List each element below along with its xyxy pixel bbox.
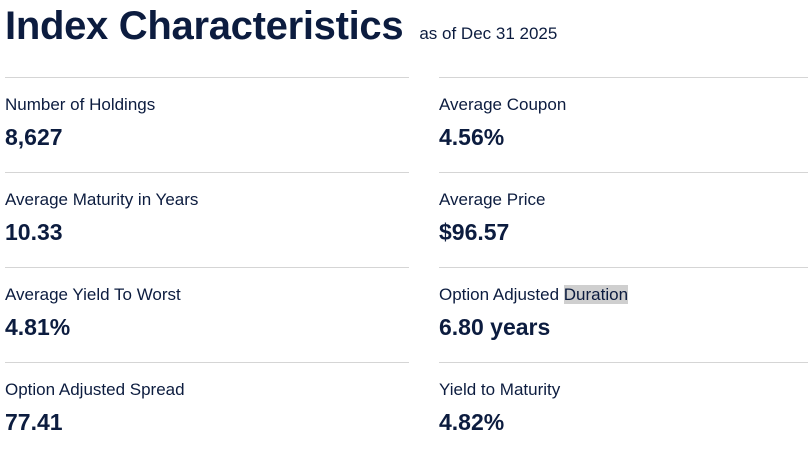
characteristic-value: 6.80 years (439, 314, 551, 340)
characteristic-value: 4.56% (439, 124, 505, 150)
characteristic-label: Average Maturity in Years (5, 190, 199, 209)
characteristic-number-of-holdings: Number of Holdings 8,627 (5, 77, 409, 172)
characteristic-value: 8,627 (5, 124, 63, 150)
characteristic-label: Option Adjusted Duration (439, 284, 629, 306)
characteristics-column-right: Average Coupon 4.56% Average Price $96.5… (439, 77, 808, 457)
characteristic-option-adjusted-spread: Option Adjusted Spread 77.41 (5, 362, 409, 457)
characteristic-value: 4.82% (439, 409, 505, 435)
characteristic-yield-to-maturity: Yield to Maturity 4.82% (439, 362, 808, 457)
characteristic-average-yield-to-worst: Average Yield To Worst 4.81% (5, 267, 409, 362)
characteristic-label: Yield to Maturity (439, 380, 561, 399)
page-title: Index Characteristics (5, 4, 404, 48)
characteristic-average-price: Average Price $96.57 (439, 172, 808, 267)
characteristic-average-maturity: Average Maturity in Years 10.33 (5, 172, 409, 267)
characteristic-label: Average Coupon (439, 95, 567, 114)
label-prefix: Option Adjusted (439, 285, 564, 304)
characteristic-value: 10.33 (5, 219, 63, 245)
as-of-date: as of Dec 31 2025 (419, 24, 558, 43)
characteristics-column-left: Number of Holdings 8,627 Average Maturit… (5, 77, 409, 457)
characteristic-value: 77.41 (5, 409, 63, 435)
characteristic-value: $96.57 (439, 219, 510, 245)
characteristic-label: Option Adjusted Spread (5, 380, 185, 399)
characteristic-average-coupon: Average Coupon 4.56% (439, 77, 808, 172)
characteristic-option-adjusted-duration: Option Adjusted Duration 6.80 years (439, 267, 808, 362)
characteristic-label: Average Price (439, 190, 546, 209)
page-header: Index Characteristics as of Dec 31 2025 (5, 0, 557, 60)
characteristic-value: 4.81% (5, 314, 71, 340)
selected-text-highlight[interactable]: Duration (563, 285, 629, 304)
characteristic-label: Number of Holdings (5, 95, 156, 114)
characteristic-label: Average Yield To Worst (5, 285, 181, 304)
